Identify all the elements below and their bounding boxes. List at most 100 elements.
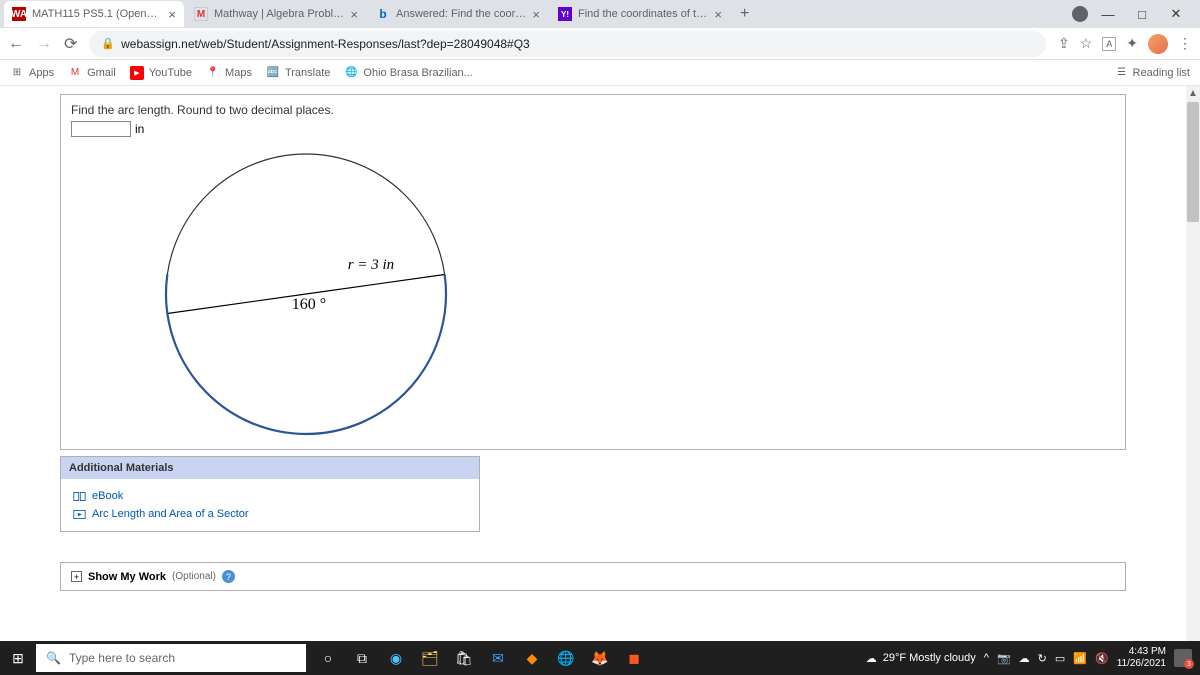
tray-volume-icon[interactable]: 🔇	[1095, 652, 1109, 665]
share-icon[interactable]: ⇪	[1058, 35, 1070, 52]
mail-icon[interactable]: ✉	[484, 644, 512, 672]
globe-icon: 🌐	[344, 66, 358, 80]
search-icon: 🔍	[46, 651, 61, 665]
browser-nav-bar: ← → ⟳ 🔒 webassign.net/web/Student/Assign…	[0, 28, 1200, 60]
tab-close-icon[interactable]: ×	[350, 7, 358, 22]
weather-widget[interactable]: ☁ 29°F Mostly cloudy	[866, 652, 976, 665]
menu-icon[interactable]: ⋮	[1178, 35, 1192, 52]
tray-wifi-icon[interactable]: 📶	[1073, 652, 1087, 665]
optional-label: (Optional)	[172, 571, 216, 582]
favicon-mathway: M	[194, 7, 208, 21]
browser-tab-active[interactable]: WA MATH115 PS5.1 (OpenStax) - 20: ×	[4, 1, 184, 27]
book-icon	[73, 491, 86, 502]
translate-icon: 🔤	[266, 66, 280, 80]
show-my-work[interactable]: + Show My Work (Optional) ?	[60, 562, 1126, 591]
star-icon[interactable]: ☆	[1080, 35, 1093, 52]
tray-meet-icon[interactable]: 📷	[997, 652, 1011, 665]
bookmark-maps[interactable]: 📍Maps	[206, 66, 252, 80]
tab-title: Answered: Find the coordinates	[396, 8, 526, 20]
bookmarks-bar: ⊞Apps MGmail ▶YouTube 📍Maps 🔤Translate 🌐…	[0, 60, 1200, 86]
forward-button[interactable]: →	[36, 35, 52, 53]
browser-tab[interactable]: M Mathway | Algebra Problem Solv ×	[186, 1, 366, 27]
scroll-thumb[interactable]	[1187, 102, 1199, 222]
close-window-button[interactable]: ✕	[1162, 6, 1190, 22]
tab-title: Find the coordinates of the point	[578, 8, 708, 20]
tray-battery-icon[interactable]: ▭	[1055, 652, 1065, 665]
weather-text: 29°F Mostly cloudy	[883, 652, 976, 664]
app-icon-2[interactable]: 🦊	[586, 644, 614, 672]
youtube-icon: ▶	[130, 66, 144, 80]
address-bar[interactable]: 🔒 webassign.net/web/Student/Assignment-R…	[89, 31, 1046, 57]
tray-cloud-icon[interactable]: ☁	[1019, 652, 1030, 665]
tab-title: MATH115 PS5.1 (OpenStax) - 20:	[32, 8, 162, 20]
notifications-icon[interactable]: 3	[1174, 649, 1192, 667]
app-icon[interactable]: ◆	[518, 644, 546, 672]
gmail-icon: M	[68, 66, 82, 80]
favicon-yahoo: Y!	[558, 7, 572, 21]
bookmark-gmail[interactable]: MGmail	[68, 66, 116, 80]
explorer-icon[interactable]: 🗂	[416, 644, 444, 672]
tab-title: Mathway | Algebra Problem Solv	[214, 8, 344, 20]
tray-update-icon[interactable]: ↻	[1038, 652, 1047, 665]
cortana-icon[interactable]: ○	[314, 644, 342, 672]
page-content: Find the arc length. Round to two decima…	[0, 86, 1186, 641]
video-icon	[73, 509, 86, 520]
expand-icon: +	[71, 571, 82, 582]
answer-unit: in	[135, 122, 144, 136]
question-box: Find the arc length. Round to two decima…	[60, 94, 1126, 450]
store-icon[interactable]: 🛍	[450, 644, 478, 672]
window-controls: — □ ✕	[1072, 6, 1196, 22]
circle-diagram: r = 3 in 160 °	[161, 149, 451, 439]
additional-materials: Additional Materials eBook Arc Length an…	[60, 456, 480, 532]
back-button[interactable]: ←	[8, 35, 24, 53]
svg-text:r = 3 in: r = 3 in	[348, 257, 394, 273]
bookmark-ohio[interactable]: 🌐Ohio Brasa Brazilian...	[344, 66, 472, 80]
profile-avatar[interactable]	[1148, 34, 1168, 54]
apps-button[interactable]: ⊞Apps	[10, 66, 54, 80]
new-tab-button[interactable]: +	[732, 5, 757, 23]
question-prompt: Find the arc length. Round to two decima…	[71, 103, 1115, 117]
bookmark-translate[interactable]: 🔤Translate	[266, 66, 330, 80]
search-placeholder: Type here to search	[69, 651, 175, 665]
show-work-label: Show My Work	[88, 571, 166, 583]
browser-tab[interactable]: b Answered: Find the coordinates ×	[368, 1, 548, 27]
tab-close-icon[interactable]: ×	[168, 7, 176, 22]
answer-input[interactable]	[71, 121, 131, 137]
extensions-icon[interactable]: ✦	[1126, 35, 1138, 52]
windows-taskbar: ⊞ 🔍 Type here to search ○ ⧉ ◉ 🗂 🛍 ✉ ◆ 🌐 …	[0, 641, 1200, 675]
reading-list-button[interactable]: ☰Reading list	[1115, 66, 1190, 80]
app-icon-3[interactable]: ◼	[620, 644, 648, 672]
tab-close-icon[interactable]: ×	[714, 7, 722, 22]
apps-icon: ⊞	[10, 66, 24, 80]
help-icon[interactable]: ?	[222, 570, 235, 583]
materials-header: Additional Materials	[61, 457, 479, 479]
maps-icon: 📍	[206, 66, 220, 80]
scrollbar[interactable]: ▲	[1186, 86, 1200, 641]
edge-icon[interactable]: ◉	[382, 644, 410, 672]
taskbar-search[interactable]: 🔍 Type here to search	[36, 644, 306, 672]
browser-tab[interactable]: Y! Find the coordinates of the point ×	[550, 1, 730, 27]
favicon-webassign: WA	[12, 7, 26, 21]
account-dot-icon[interactable]	[1072, 6, 1088, 22]
weather-icon: ☁	[866, 652, 877, 665]
reader-icon[interactable]: A	[1102, 37, 1116, 51]
arc-length-link[interactable]: Arc Length and Area of a Sector	[73, 505, 467, 523]
bookmark-youtube[interactable]: ▶YouTube	[130, 66, 192, 80]
reload-button[interactable]: ⟳	[64, 34, 77, 54]
url-text: webassign.net/web/Student/Assignment-Res…	[121, 37, 530, 51]
start-button[interactable]: ⊞	[0, 650, 36, 667]
task-view-icon[interactable]: ⧉	[348, 644, 376, 672]
list-icon: ☰	[1115, 66, 1129, 80]
ebook-link[interactable]: eBook	[73, 487, 467, 505]
minimize-button[interactable]: —	[1094, 7, 1122, 22]
notif-badge: 3	[1184, 659, 1194, 669]
tray-chevron-icon[interactable]: ^	[984, 652, 989, 664]
maximize-button[interactable]: □	[1128, 7, 1156, 22]
clock[interactable]: 4:43 PM 11/26/2021	[1117, 646, 1166, 670]
chrome-icon[interactable]: 🌐	[552, 644, 580, 672]
lock-icon: 🔒	[101, 37, 115, 50]
svg-text:160 °: 160 °	[292, 296, 326, 313]
browser-tab-bar: WA MATH115 PS5.1 (OpenStax) - 20: × M Ma…	[0, 0, 1200, 28]
scroll-up-icon[interactable]: ▲	[1186, 86, 1200, 101]
tab-close-icon[interactable]: ×	[532, 7, 540, 22]
